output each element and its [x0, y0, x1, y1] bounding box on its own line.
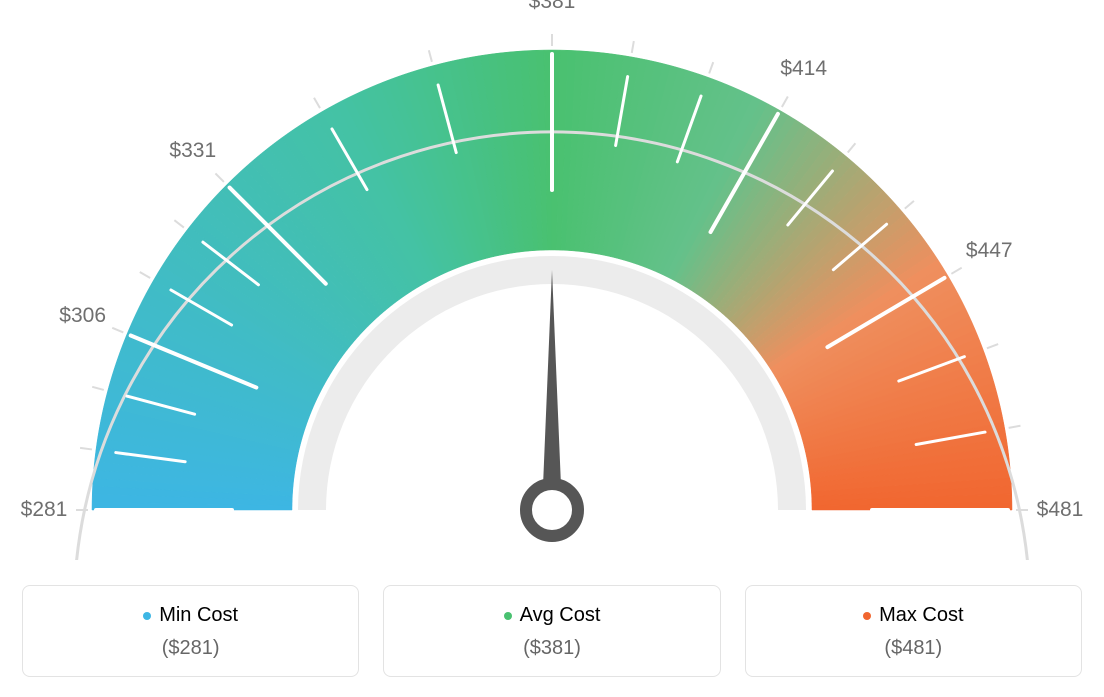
- gauge-needle: [542, 270, 562, 510]
- legend-title-avg: Avg Cost: [504, 604, 601, 627]
- legend-value-avg: ($381): [394, 637, 709, 660]
- legend-title-min: Min Cost: [143, 604, 238, 627]
- legend-card-min: Min Cost ($281): [22, 585, 359, 677]
- legend-title-max: Max Cost: [863, 604, 963, 627]
- gauge-svg: [22, 20, 1082, 560]
- legend-label-avg: Avg Cost: [520, 604, 601, 627]
- tick-label: $381: [529, 0, 576, 14]
- gauge-chart: $281$306$331$381$414$447$481: [22, 20, 1082, 565]
- legend-label-max: Max Cost: [879, 604, 963, 627]
- legend-label-min: Min Cost: [159, 604, 238, 627]
- needle-hub: [526, 484, 578, 536]
- legend-card-max: Max Cost ($481): [745, 585, 1082, 677]
- legend-value-max: ($481): [756, 637, 1071, 660]
- legend-card-avg: Avg Cost ($381): [383, 585, 720, 677]
- legend-value-min: ($281): [33, 637, 348, 660]
- legend-row: Min Cost ($281) Avg Cost ($381) Max Cost…: [22, 585, 1082, 677]
